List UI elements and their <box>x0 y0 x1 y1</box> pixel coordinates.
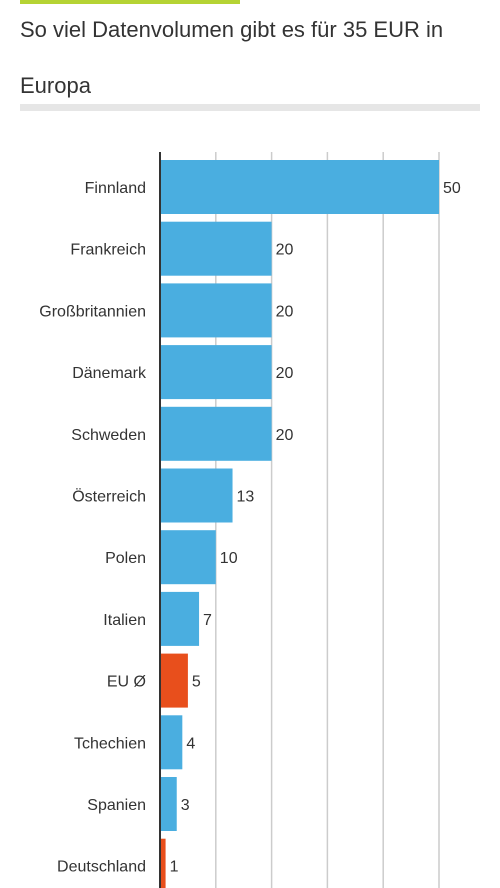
category-label-italien: Italien <box>103 612 146 629</box>
category-label-deutschland: Deutschland <box>57 859 146 876</box>
value-label-schweden: 20 <box>276 427 294 444</box>
category-label-tchechien: Tchechien <box>74 735 146 752</box>
bar-eu <box>160 653 188 708</box>
category-label-polen: Polen <box>105 550 146 567</box>
value-label-frankreich: 20 <box>276 242 294 259</box>
value-label-polen: 10 <box>220 550 238 567</box>
bar-italien <box>160 591 200 646</box>
bar-tchechien <box>160 715 183 770</box>
bar-sterreich <box>160 468 233 523</box>
bars <box>160 160 439 888</box>
value-label-italien: 7 <box>203 612 212 629</box>
bar-finnland <box>160 160 439 214</box>
value-label-spanien: 3 <box>181 797 190 814</box>
bar-frankreich <box>160 221 272 276</box>
category-label-finnland: Finnland <box>85 180 146 197</box>
value-label-sterreich: 13 <box>237 489 255 506</box>
value-label-gro-britannien: 20 <box>276 303 294 320</box>
value-labels: 50 20 20 20 20 13 10 7 5 4 3 1 <box>170 180 461 876</box>
accent-bar <box>20 0 240 4</box>
title-divider <box>20 104 480 111</box>
category-label-sterreich: Österreich <box>72 488 146 506</box>
bar-spanien <box>160 777 177 831</box>
bar-polen <box>160 530 216 585</box>
category-label-eu: EU Ø <box>107 674 146 691</box>
value-label-deutschland: 1 <box>170 859 179 876</box>
category-label-spanien: Spanien <box>87 797 146 814</box>
category-label-schweden: Schweden <box>71 427 146 444</box>
bar-gro-britannien <box>160 283 272 338</box>
category-labels: Finnland Frankreich Großbritannien Dänemark… <box>39 180 147 876</box>
category-label-frankreich: Frankreich <box>70 242 146 259</box>
value-label-d-nemark: 20 <box>276 365 294 382</box>
bar-deutschland <box>160 838 166 888</box>
category-label-d-nemark: Dänemark <box>72 365 147 382</box>
value-label-tchechien: 4 <box>186 735 195 752</box>
bar-d-nemark <box>160 345 272 400</box>
value-label-eu: 5 <box>192 674 201 691</box>
category-label-gro-britannien: Großbritannien <box>39 303 146 320</box>
value-label-finnland: 50 <box>443 180 461 197</box>
bar-schweden <box>160 406 272 461</box>
chart-title: So viel Datenvolumen gibt es für 35 EUR … <box>20 17 444 98</box>
